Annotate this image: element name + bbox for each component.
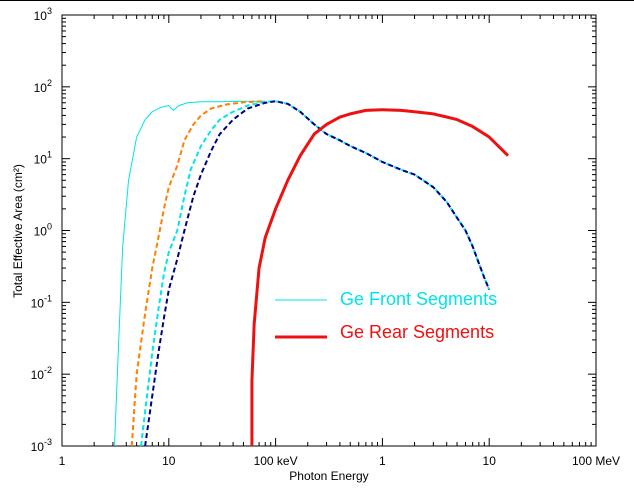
y-axis-title: Total Effective Area (cm²) (11, 164, 25, 298)
y-tick-label: 10-3 (31, 437, 52, 454)
x-axis-tick-labels: 1 10 100 keV 1 10 100 MeV (59, 454, 620, 468)
legend: Ge Front Segments Ge Rear Segments (275, 289, 497, 342)
legend-label-rear: Ge Rear Segments (340, 322, 494, 342)
series-line-2 (140, 100, 491, 447)
x-tick-label: 100 keV (254, 454, 298, 468)
x-tick-label: 10 (483, 454, 497, 468)
y-tick-label: 102 (34, 78, 52, 95)
x-tick-label: 1 (59, 454, 66, 468)
y-axis-tick-labels: 10-3 10-2 10-1 100 101 102 103 (31, 6, 52, 454)
x-tick-label: 10 (162, 454, 176, 468)
series-line-1 (130, 100, 266, 447)
series-curves (113, 100, 510, 447)
x-axis-title: Photon Energy (289, 469, 368, 483)
x-tick-label: 100 MeV (572, 454, 620, 468)
x-tick-label: 1 (379, 454, 386, 468)
series-line-3 (144, 100, 491, 447)
legend-label-front: Ge Front Segments (340, 289, 497, 309)
y-tick-label: 10-1 (31, 293, 52, 310)
y-tick-label: 103 (34, 6, 52, 23)
series-line-0 (113, 100, 266, 447)
y-tick-label: 100 (34, 222, 52, 239)
y-tick-label: 101 (34, 150, 52, 167)
series-line-4 (250, 108, 510, 446)
y-axis-ticks (62, 17, 596, 447)
y-tick-label: 10-2 (31, 365, 52, 382)
x-axis-ticks (61, 15, 592, 446)
plot-frame (61, 14, 597, 447)
